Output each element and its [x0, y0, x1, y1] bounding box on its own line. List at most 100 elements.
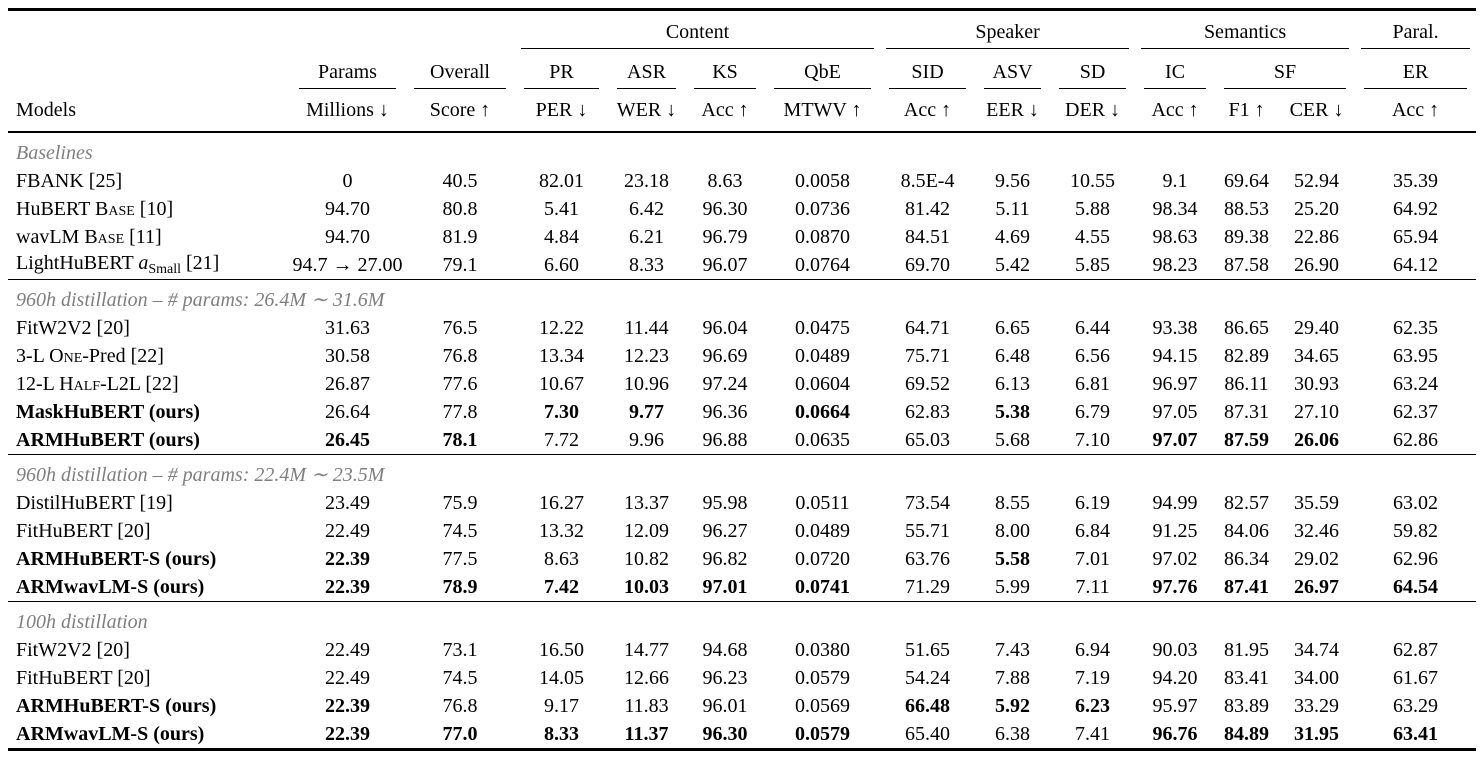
- cell-sid: 54.24: [905, 666, 951, 689]
- cell-qbe: 0.0569: [795, 694, 851, 717]
- cell-ic: 9.1: [1162, 169, 1188, 192]
- table-row: ARMHuBERT-S (ours) 22.39 77.5 8.63 10.82 96.8…: [8, 545, 1476, 573]
- cell-ic: 94.99: [1152, 491, 1198, 514]
- table-row: MaskHuBERT (ours) 26.64 77.8 7.30 9.77 96.36 0…: [8, 398, 1476, 426]
- cell-cer: 27.10: [1294, 400, 1340, 423]
- cell-asr: 11.44: [624, 316, 669, 339]
- cell-ic: 98.63: [1152, 225, 1198, 248]
- col-asv-label: ASV: [984, 62, 1042, 89]
- cell-sid: 64.71: [905, 316, 951, 339]
- cell-f1: 87.31: [1224, 400, 1270, 423]
- cell-qbe: 0.0579: [795, 666, 851, 689]
- cell-overall: 74.5: [442, 666, 478, 689]
- model-name-part: Small: [148, 261, 181, 277]
- cell-sd: 6.79: [1075, 400, 1111, 423]
- cell-qbe: 0.0489: [795, 344, 851, 367]
- cell-pr: 16.50: [539, 638, 584, 661]
- table-row: FitHuBERT [20] 22.49 74.5 14.05 12.66 96.23 0.…: [8, 664, 1476, 692]
- cell-cer: 35.59: [1294, 491, 1340, 514]
- group-semantics-label: Semantics: [1141, 22, 1350, 49]
- cell-overall: 77.5: [442, 547, 478, 570]
- cell-ks: 96.30: [702, 197, 748, 220]
- cell-er: 61.67: [1393, 666, 1439, 689]
- cell-ks: 96.30: [702, 722, 748, 745]
- cell-ic: 98.23: [1152, 253, 1198, 276]
- cell-er: 63.02: [1393, 491, 1439, 514]
- cell-params: 26.87: [325, 372, 370, 395]
- cell-er: 65.94: [1393, 225, 1439, 248]
- col-params-label: Params: [299, 62, 396, 89]
- cell-qbe: 0.0870: [795, 225, 851, 248]
- model-name-part: One: [49, 344, 83, 367]
- cell-params: 22.49: [325, 666, 370, 689]
- cell-qbe: 0.0579: [795, 722, 851, 745]
- group-paral-label: Paral.: [1361, 22, 1471, 49]
- cell-asr: 12.66: [624, 666, 669, 689]
- cell-f1: 81.95: [1224, 638, 1270, 661]
- group-content-label: Content: [521, 22, 875, 49]
- cell-sid: 8.5E-4: [900, 169, 955, 192]
- cell-pr: 14.05: [539, 666, 584, 689]
- model-name: FitW2V2 [20]: [8, 314, 290, 342]
- model-name-part: Base: [84, 225, 125, 248]
- cell-overall: 77.6: [442, 372, 478, 395]
- cell-asv: 5.38: [995, 400, 1031, 423]
- table-row: 12-L Half-L2L [22] 26.87 77.6 10.67 10.96 97.…: [8, 370, 1476, 398]
- cell-cer: 29.02: [1294, 547, 1340, 570]
- cell-sd: 5.85: [1075, 253, 1111, 276]
- cell-pr: 7.42: [544, 575, 579, 598]
- cell-pr: 13.32: [539, 519, 584, 542]
- model-name: 3-L One-Pred [22]: [8, 342, 290, 370]
- cell-er: 63.41: [1393, 722, 1439, 745]
- cell-sd: 6.94: [1075, 638, 1111, 661]
- cell-overall: 80.8: [442, 197, 478, 220]
- cell-cer: 32.46: [1294, 519, 1340, 542]
- col-ic: IC: [1135, 49, 1215, 89]
- cell-qbe: 0.0741: [795, 575, 851, 598]
- model-name-part: FitW2V2 [20]: [16, 316, 130, 339]
- cell-qbe: 0.0604: [795, 372, 851, 395]
- cell-f1: 82.89: [1224, 344, 1270, 367]
- cell-sd: 7.41: [1075, 722, 1111, 745]
- model-name-part: a: [138, 251, 149, 274]
- cell-sid: 69.70: [905, 253, 951, 276]
- cell-f1: 86.11: [1224, 372, 1269, 395]
- cell-er: 35.39: [1393, 169, 1439, 192]
- cell-asr: 6.42: [629, 197, 664, 220]
- cell-asr: 11.37: [624, 722, 669, 745]
- cell-er: 62.35: [1393, 316, 1439, 339]
- cell-cer: 22.86: [1294, 225, 1340, 248]
- col-asr-label: ASR: [617, 62, 676, 89]
- cell-pr: 16.27: [539, 491, 584, 514]
- cell-cer: 52.94: [1294, 169, 1340, 192]
- metric-sid-acc: Acc ↑: [880, 89, 976, 133]
- cell-ic: 95.97: [1152, 694, 1198, 717]
- cell-overall: 76.8: [442, 344, 478, 367]
- col-sf-label: SF: [1224, 62, 1347, 89]
- model-name-part: DistilHuBERT [19]: [16, 491, 173, 514]
- model-name-part: ARMHuBERT-S (ours): [16, 694, 217, 717]
- cell-pr: 7.72: [544, 428, 579, 451]
- table-row: wavLM Base [11] 94.70 81.9 4.84 6.21 96.79 0.0…: [8, 223, 1476, 251]
- metric-eer: EER ↓: [975, 89, 1051, 133]
- header-group-row: Content Speaker Semantics Paral.: [8, 10, 1476, 49]
- col-pr: PR: [515, 49, 608, 89]
- model-name-part: Half: [59, 372, 101, 395]
- metric-ks-acc: Acc ↑: [685, 89, 765, 133]
- model-name: FitHuBERT [20]: [8, 664, 290, 692]
- cell-overall: 78.1: [442, 428, 478, 451]
- model-name-part: ARMHuBERT-S (ours): [16, 547, 217, 570]
- cell-params: 23.49: [325, 491, 370, 514]
- cell-overall: 73.1: [442, 638, 478, 661]
- cell-asv: 6.38: [995, 722, 1031, 745]
- header-metric-row: Models Millions ↓ Score ↑ PER ↓ WER ↓ Ac…: [8, 89, 1477, 133]
- cell-sd: 6.19: [1075, 491, 1111, 514]
- table-row: FitW2V2 [20] 22.49 73.1 16.50 14.77 94.68 0.03…: [8, 636, 1476, 664]
- cell-asv: 5.58: [995, 547, 1031, 570]
- cell-cer: 30.93: [1294, 372, 1340, 395]
- cell-overall: 81.9: [442, 225, 478, 248]
- table-row: HuBERT Base [10] 94.70 80.8 5.41 6.42 96.30 0.…: [8, 195, 1476, 223]
- cell-asr: 10.96: [624, 372, 669, 395]
- cell-params: 22.39: [325, 547, 370, 570]
- col-sid-label: SID: [889, 62, 967, 89]
